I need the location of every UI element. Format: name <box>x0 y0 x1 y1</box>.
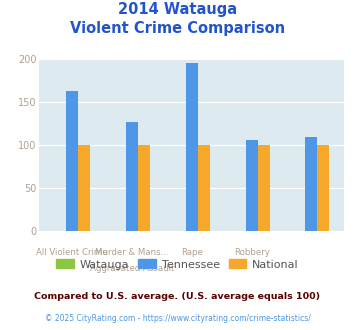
Bar <box>198 145 210 231</box>
Text: Compared to U.S. average. (U.S. average equals 100): Compared to U.S. average. (U.S. average … <box>34 292 321 301</box>
Bar <box>138 145 150 231</box>
Legend: Watauga, Tennessee, National: Watauga, Tennessee, National <box>52 255 303 274</box>
Text: Rape: Rape <box>181 248 203 257</box>
Text: Violent Crime Comparison: Violent Crime Comparison <box>70 21 285 36</box>
Text: Robbery: Robbery <box>234 248 269 257</box>
Bar <box>126 122 138 231</box>
Bar <box>78 145 90 231</box>
Bar <box>257 145 269 231</box>
Bar <box>66 91 78 231</box>
Text: All Violent Crime: All Violent Crime <box>36 248 108 257</box>
Bar <box>317 145 329 231</box>
Bar <box>305 137 317 231</box>
Text: Murder & Mans...: Murder & Mans... <box>95 248 169 257</box>
Bar <box>246 140 257 231</box>
Text: 2014 Watauga: 2014 Watauga <box>118 2 237 16</box>
Text: Aggravated Assault: Aggravated Assault <box>90 264 174 273</box>
Bar <box>186 63 198 231</box>
Text: © 2025 CityRating.com - https://www.cityrating.com/crime-statistics/: © 2025 CityRating.com - https://www.city… <box>45 314 310 323</box>
